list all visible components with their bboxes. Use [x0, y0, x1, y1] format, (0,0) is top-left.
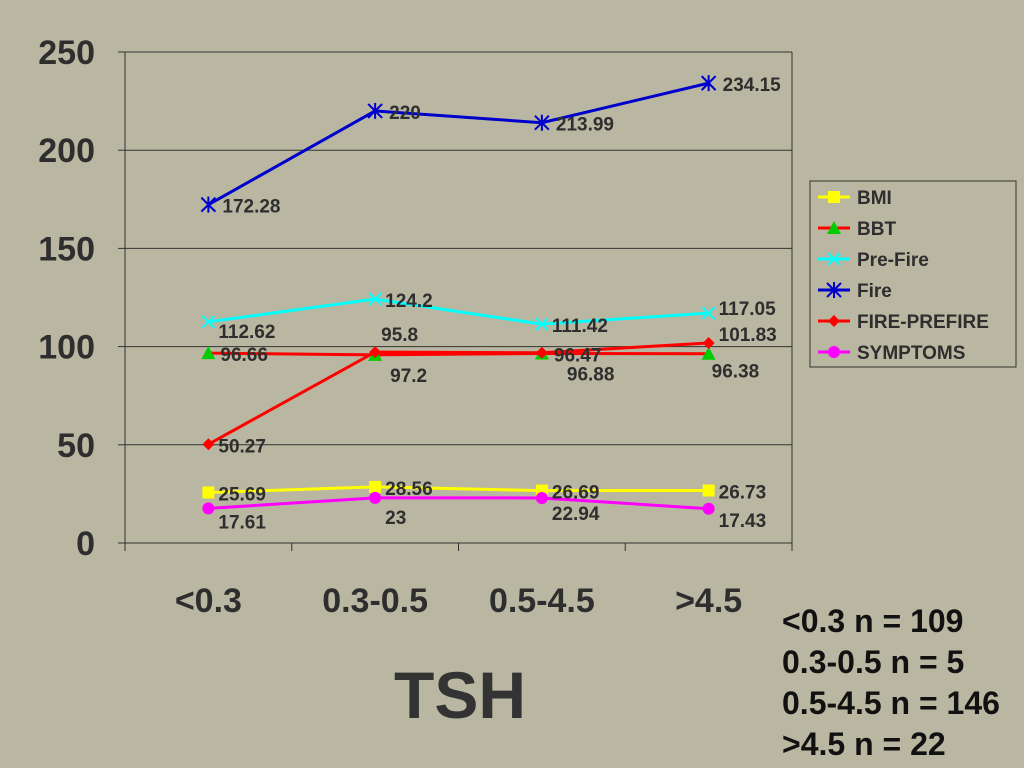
data-label: 23: [385, 508, 406, 529]
data-point: [702, 484, 715, 497]
data-point: [368, 292, 382, 306]
x-tick-label: >4.5: [675, 582, 742, 620]
data-label: 96.66: [220, 345, 268, 366]
data-point: [369, 491, 382, 504]
data-label: 124.2: [385, 291, 433, 312]
series-line: [207, 341, 709, 446]
data-label: 26.69: [552, 483, 600, 504]
data-point: [702, 337, 715, 350]
data-label: 96.47: [554, 346, 602, 367]
sample-size-note: >4.5 n = 22: [782, 726, 946, 762]
series-line: [208, 496, 709, 511]
data-point: [200, 196, 217, 213]
sample-size-note: 0.5-4.5 n = 146: [782, 685, 1000, 721]
legend-label: BMI: [857, 188, 892, 209]
legend: BMI BBT Pre-Fire Fire FIRE-PREFIRE SYMPTOMS: [809, 180, 1017, 368]
data-point: [535, 317, 549, 331]
data-label: 97.2: [390, 366, 427, 387]
axes: 0 50 100 150 200 250 <0.3 0.3-0.5 0.5-4.5 >4.5: [38, 34, 793, 620]
y-tick-label: 150: [38, 230, 95, 268]
sample-size-note: 0.3-0.5 n = 5: [782, 644, 965, 680]
data-point: [369, 480, 382, 493]
legend-label: Fire: [857, 281, 892, 302]
data-label: 17.61: [218, 512, 266, 533]
data-point: [701, 346, 716, 360]
y-tick-label: 0: [76, 525, 95, 563]
x-tick-label: 0.5-4.5: [489, 582, 595, 620]
data-point: [201, 346, 216, 360]
data-point: [201, 315, 216, 329]
legend-marker: [827, 252, 841, 266]
legend-marker: [826, 282, 842, 298]
x-tick-label: <0.3: [175, 582, 242, 620]
data-point: [700, 75, 717, 92]
data-label: 26.73: [719, 483, 767, 504]
legend-marker: [828, 346, 840, 358]
legend-marker: [828, 315, 840, 327]
series-line: [208, 485, 709, 495]
series-line: [207, 81, 709, 206]
data-label: 22.94: [552, 504, 600, 525]
legend-label: FIRE-PREFIRE: [857, 312, 989, 333]
legend-label: Pre-Fire: [857, 250, 929, 271]
y-tick-label: 200: [38, 132, 95, 170]
data-label: 101.83: [719, 325, 777, 346]
data-label: 172.28: [222, 197, 280, 218]
data-label: 95.8: [381, 325, 418, 346]
series-line: [208, 351, 709, 357]
data-label: 17.43: [719, 511, 767, 532]
data-point: [701, 306, 716, 320]
data-label: 112.62: [218, 322, 275, 343]
data-label: 25.69: [218, 485, 266, 506]
y-tick-label: 50: [57, 427, 95, 465]
legend-label: SYMPTOMS: [857, 343, 965, 364]
y-tick-label: 250: [38, 34, 95, 72]
x-axis-title: TSH: [394, 658, 526, 732]
data-point: [702, 502, 715, 515]
data-labels: 25.69 28.56 26.69 26.73 96.66 95.8 96.47 96.38 1…: [218, 75, 781, 533]
legend-marker: [827, 221, 841, 234]
data-label: 50.27: [218, 436, 266, 457]
data-label: 220: [389, 103, 421, 124]
data-point: [202, 486, 215, 499]
data-label: 111.42: [552, 316, 608, 337]
legend-box: [809, 180, 1017, 368]
data-point: [369, 346, 382, 359]
data-point: [535, 491, 548, 504]
series-line: [208, 297, 709, 326]
data-point: [202, 438, 215, 451]
data-label: 117.05: [719, 299, 776, 320]
data-label: 213.99: [556, 115, 614, 136]
data-label: 28.56: [385, 479, 433, 500]
data-point: [202, 502, 215, 515]
sample-size-note: <0.3 n = 109: [782, 603, 964, 639]
data-point: [535, 346, 548, 359]
x-tick-label: 0.3-0.5: [322, 582, 428, 620]
data-label: 234.15: [723, 75, 782, 96]
sample-size-notes: <0.3 n = 109 0.3-0.5 n = 5 0.5-4.5 n = 1…: [782, 601, 1000, 765]
data-label: 96.88: [567, 365, 615, 386]
data-label: 96.38: [712, 362, 760, 383]
grid-lines: [125, 51, 792, 446]
legend-marker: [828, 191, 840, 203]
data-point: [534, 114, 550, 131]
legend-label: BBT: [857, 219, 896, 240]
series-group: [200, 75, 717, 515]
y-tick-label: 100: [38, 329, 95, 367]
data-point: [367, 102, 383, 119]
